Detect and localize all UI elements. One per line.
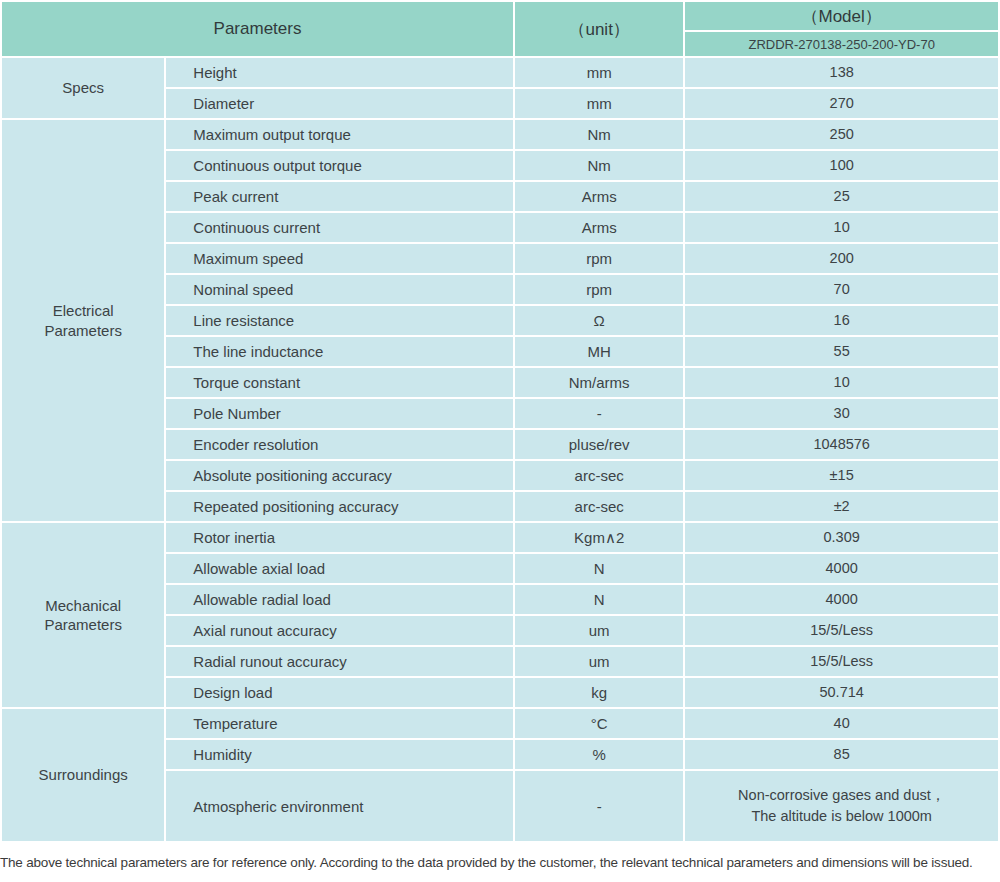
unit-cell: %: [515, 740, 683, 769]
value-cell: 70: [685, 275, 998, 304]
table-row: Electrical Parameters Maximum output tor…: [2, 120, 998, 149]
unit-cell: Nm: [515, 120, 683, 149]
unit-cell: pluse/rev: [515, 430, 683, 459]
value-cell: 40: [685, 709, 998, 738]
spec-sheet: Parameters （unit） （Model） ZRDDR-270138-2…: [0, 0, 1000, 882]
category-cell-surroundings: Surroundings: [2, 709, 164, 841]
category-cell-mechanical: Mechanical Parameters: [2, 523, 164, 707]
header-model-value: ZRDDR-270138-250-200-YD-70: [685, 32, 998, 56]
unit-cell: mm: [515, 58, 683, 87]
parameter-cell: Axial runout accuracy: [166, 616, 513, 645]
parameter-cell: Radial runout accuracy: [166, 647, 513, 676]
parameter-cell: Torque constant: [166, 368, 513, 397]
header-unit: （unit）: [515, 2, 683, 56]
value-cell: 4000: [685, 554, 998, 583]
parameter-cell: Allowable radial load: [166, 585, 513, 614]
category-cell-specs: Specs: [2, 58, 164, 118]
unit-cell: MH: [515, 337, 683, 366]
unit-cell: N: [515, 554, 683, 583]
parameter-cell: Humidity: [166, 740, 513, 769]
category-cell-electrical: Electrical Parameters: [2, 120, 164, 521]
parameter-cell: Maximum output torque: [166, 120, 513, 149]
value-cell: 10: [685, 368, 998, 397]
value-cell: 138: [685, 58, 998, 87]
value-cell: 200: [685, 244, 998, 273]
value-cell: 50.714: [685, 678, 998, 707]
value-cell: 16: [685, 306, 998, 335]
value-cell: 30: [685, 399, 998, 428]
table-row: Surroundings Temperature °C 40: [2, 709, 998, 738]
value-cell: 15/5/Less: [685, 647, 998, 676]
value-cell: 1048576: [685, 430, 998, 459]
unit-cell: Ω: [515, 306, 683, 335]
footnote: The above technical parameters are for r…: [0, 855, 1000, 870]
parameter-cell: Diameter: [166, 89, 513, 118]
parameter-cell: Maximum speed: [166, 244, 513, 273]
unit-cell: N: [515, 585, 683, 614]
value-cell: 15/5/Less: [685, 616, 998, 645]
unit-cell: Nm/arms: [515, 368, 683, 397]
unit-cell: rpm: [515, 275, 683, 304]
parameter-cell: Rotor inertia: [166, 523, 513, 552]
parameter-cell: Continuous current: [166, 213, 513, 242]
unit-cell: um: [515, 647, 683, 676]
value-cell: 100: [685, 151, 998, 180]
header-parameters: Parameters: [2, 2, 513, 56]
value-cell: 10: [685, 213, 998, 242]
parameter-cell: Nominal speed: [166, 275, 513, 304]
value-cell: 25: [685, 182, 998, 211]
value-cell: ±15: [685, 461, 998, 490]
value-cell: Non-corrosive gases and dust， The altitu…: [685, 771, 998, 841]
parameter-cell: Pole Number: [166, 399, 513, 428]
unit-cell: um: [515, 616, 683, 645]
unit-cell: -: [515, 399, 683, 428]
value-cell: ±2: [685, 492, 998, 521]
unit-cell: °C: [515, 709, 683, 738]
header-model: （Model）: [685, 2, 998, 30]
parameter-cell: Allowable axial load: [166, 554, 513, 583]
parameter-cell: Atmospheric environment: [166, 771, 513, 841]
unit-cell: Arms: [515, 182, 683, 211]
table-row: Mechanical Parameters Rotor inertia Kgm∧…: [2, 523, 998, 552]
unit-cell: Kgm∧2: [515, 523, 683, 552]
unit-cell: rpm: [515, 244, 683, 273]
value-cell: 0.309: [685, 523, 998, 552]
unit-cell: kg: [515, 678, 683, 707]
parameter-cell: Peak current: [166, 182, 513, 211]
value-cell: 4000: [685, 585, 998, 614]
parameter-cell: Absolute positioning accuracy: [166, 461, 513, 490]
table-row: Specs Height mm 138: [2, 58, 998, 87]
unit-cell: -: [515, 771, 683, 841]
value-cell: 270: [685, 89, 998, 118]
parameter-cell: The line inductance: [166, 337, 513, 366]
parameters-table: Parameters （unit） （Model） ZRDDR-270138-2…: [0, 0, 1000, 843]
unit-cell: Nm: [515, 151, 683, 180]
parameter-cell: Repeated positioning accuracy: [166, 492, 513, 521]
parameter-cell: Continuous output torque: [166, 151, 513, 180]
unit-cell: mm: [515, 89, 683, 118]
parameter-cell: Design load: [166, 678, 513, 707]
value-cell: 250: [685, 120, 998, 149]
parameter-cell: Encoder resolution: [166, 430, 513, 459]
unit-cell: Arms: [515, 213, 683, 242]
value-cell: 85: [685, 740, 998, 769]
unit-cell: arc-sec: [515, 492, 683, 521]
parameter-cell: Line resistance: [166, 306, 513, 335]
value-cell: 55: [685, 337, 998, 366]
unit-cell: arc-sec: [515, 461, 683, 490]
parameter-cell: Temperature: [166, 709, 513, 738]
parameter-cell: Height: [166, 58, 513, 87]
